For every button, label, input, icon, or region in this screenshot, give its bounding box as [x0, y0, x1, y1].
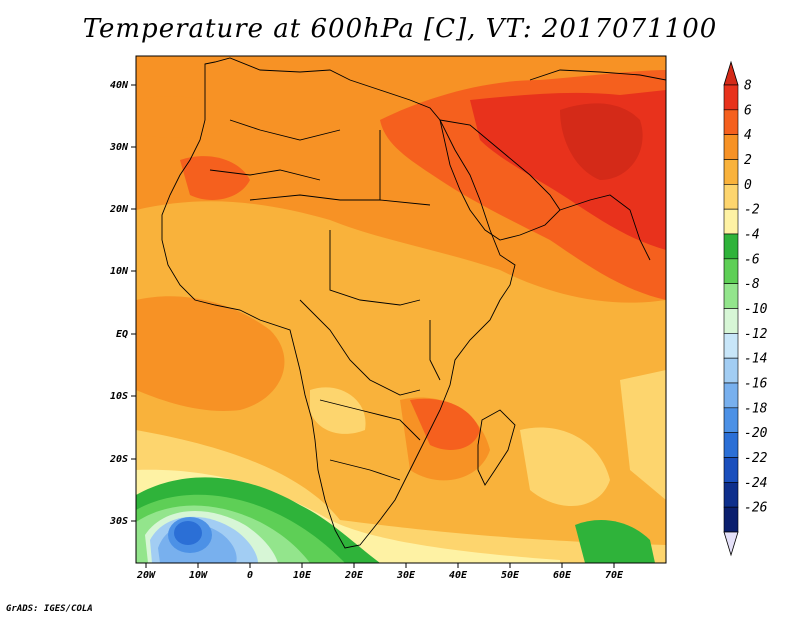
lon-label: 10E	[293, 570, 312, 581]
colorbar-swatch	[723, 159, 739, 185]
colorbar-label: -2	[744, 203, 760, 218]
colorbar-swatch	[723, 333, 739, 359]
lon-label: 0	[247, 570, 253, 581]
colorbar-bottom-arrow	[723, 531, 739, 557]
colorbar-swatch	[723, 357, 739, 384]
lat-label: 10S	[110, 391, 128, 402]
temperature-field	[136, 56, 666, 563]
colorbar-swatch	[723, 283, 739, 309]
lat-label: 30S	[109, 516, 128, 527]
colorbar: 8 6 4 2 0 -2 -4 -6 -8 -10 -12 -14 -16 -18 -20 -22 -24 -26	[723, 60, 768, 557]
lat-label: 20S	[109, 454, 128, 465]
colorbar-swatch	[723, 382, 739, 409]
colorbar-label: -14	[744, 352, 767, 367]
colorbar-label: -16	[744, 377, 768, 392]
colorbar-label: -20	[744, 426, 768, 441]
colorbar-swatch	[723, 258, 739, 284]
colorbar-swatch	[723, 506, 739, 533]
colorbar-swatch	[723, 134, 739, 160]
lon-label: 20W	[136, 570, 156, 581]
colorbar-swatch	[723, 432, 739, 458]
colorbar-label: -6	[744, 252, 760, 267]
colorbar-label: -26	[744, 501, 768, 516]
map-title: Temperature at 600hPa [C], VT: 201707110…	[82, 14, 718, 44]
colorbar-label: 0	[744, 178, 752, 193]
lat-label: 10N	[110, 266, 129, 277]
colorbar-label: 2	[744, 153, 752, 168]
colorbar-swatch	[723, 457, 739, 483]
lat-label: 20N	[109, 204, 129, 215]
colorbar-label: -4	[744, 228, 760, 243]
colorbar-label: -22	[744, 451, 768, 466]
colorbar-label: -12	[744, 327, 768, 342]
lat-label: 30N	[109, 142, 129, 153]
colorbar-swatch	[723, 208, 739, 235]
lon-axis: 20W 10W 0 10E 20E 30E 40E 50E 60E 70E	[136, 563, 624, 581]
colorbar-top-arrow	[723, 60, 739, 86]
colorbar-label: -8	[744, 277, 760, 292]
colorbar-swatch	[723, 109, 739, 135]
lat-axis: 40N 30N 20N 10N EQ 10S 20S 30S	[109, 80, 136, 527]
lon-label: 70E	[605, 570, 624, 581]
lon-label: 30E	[396, 570, 416, 581]
colorbar-swatch	[723, 308, 739, 334]
lon-label: 50E	[501, 570, 520, 581]
lat-label: 40N	[110, 80, 129, 91]
lon-label: 40E	[449, 570, 468, 581]
colorbar-swatch	[723, 84, 739, 111]
colorbar-label: 6	[744, 103, 752, 118]
lon-label: 60E	[553, 570, 572, 581]
credit-label: GrADS: IGES/COLA	[6, 604, 93, 614]
lon-label: 20E	[344, 570, 364, 581]
coastlines	[161, 57, 666, 549]
colorbar-swatch	[723, 233, 739, 260]
colorbar-label: 8	[744, 79, 752, 94]
colorbar-label: -24	[744, 476, 767, 491]
colorbar-label: 4	[744, 128, 752, 143]
lon-label: 10W	[189, 570, 208, 581]
plot-frame	[135, 55, 667, 564]
colorbar-label: -10	[744, 302, 768, 317]
colorbar-swatch	[723, 482, 739, 508]
colorbar-swatch	[723, 184, 739, 210]
colorbar-label: -18	[744, 401, 768, 416]
colorbar-swatch	[723, 407, 739, 433]
lat-label: EQ	[116, 329, 128, 340]
